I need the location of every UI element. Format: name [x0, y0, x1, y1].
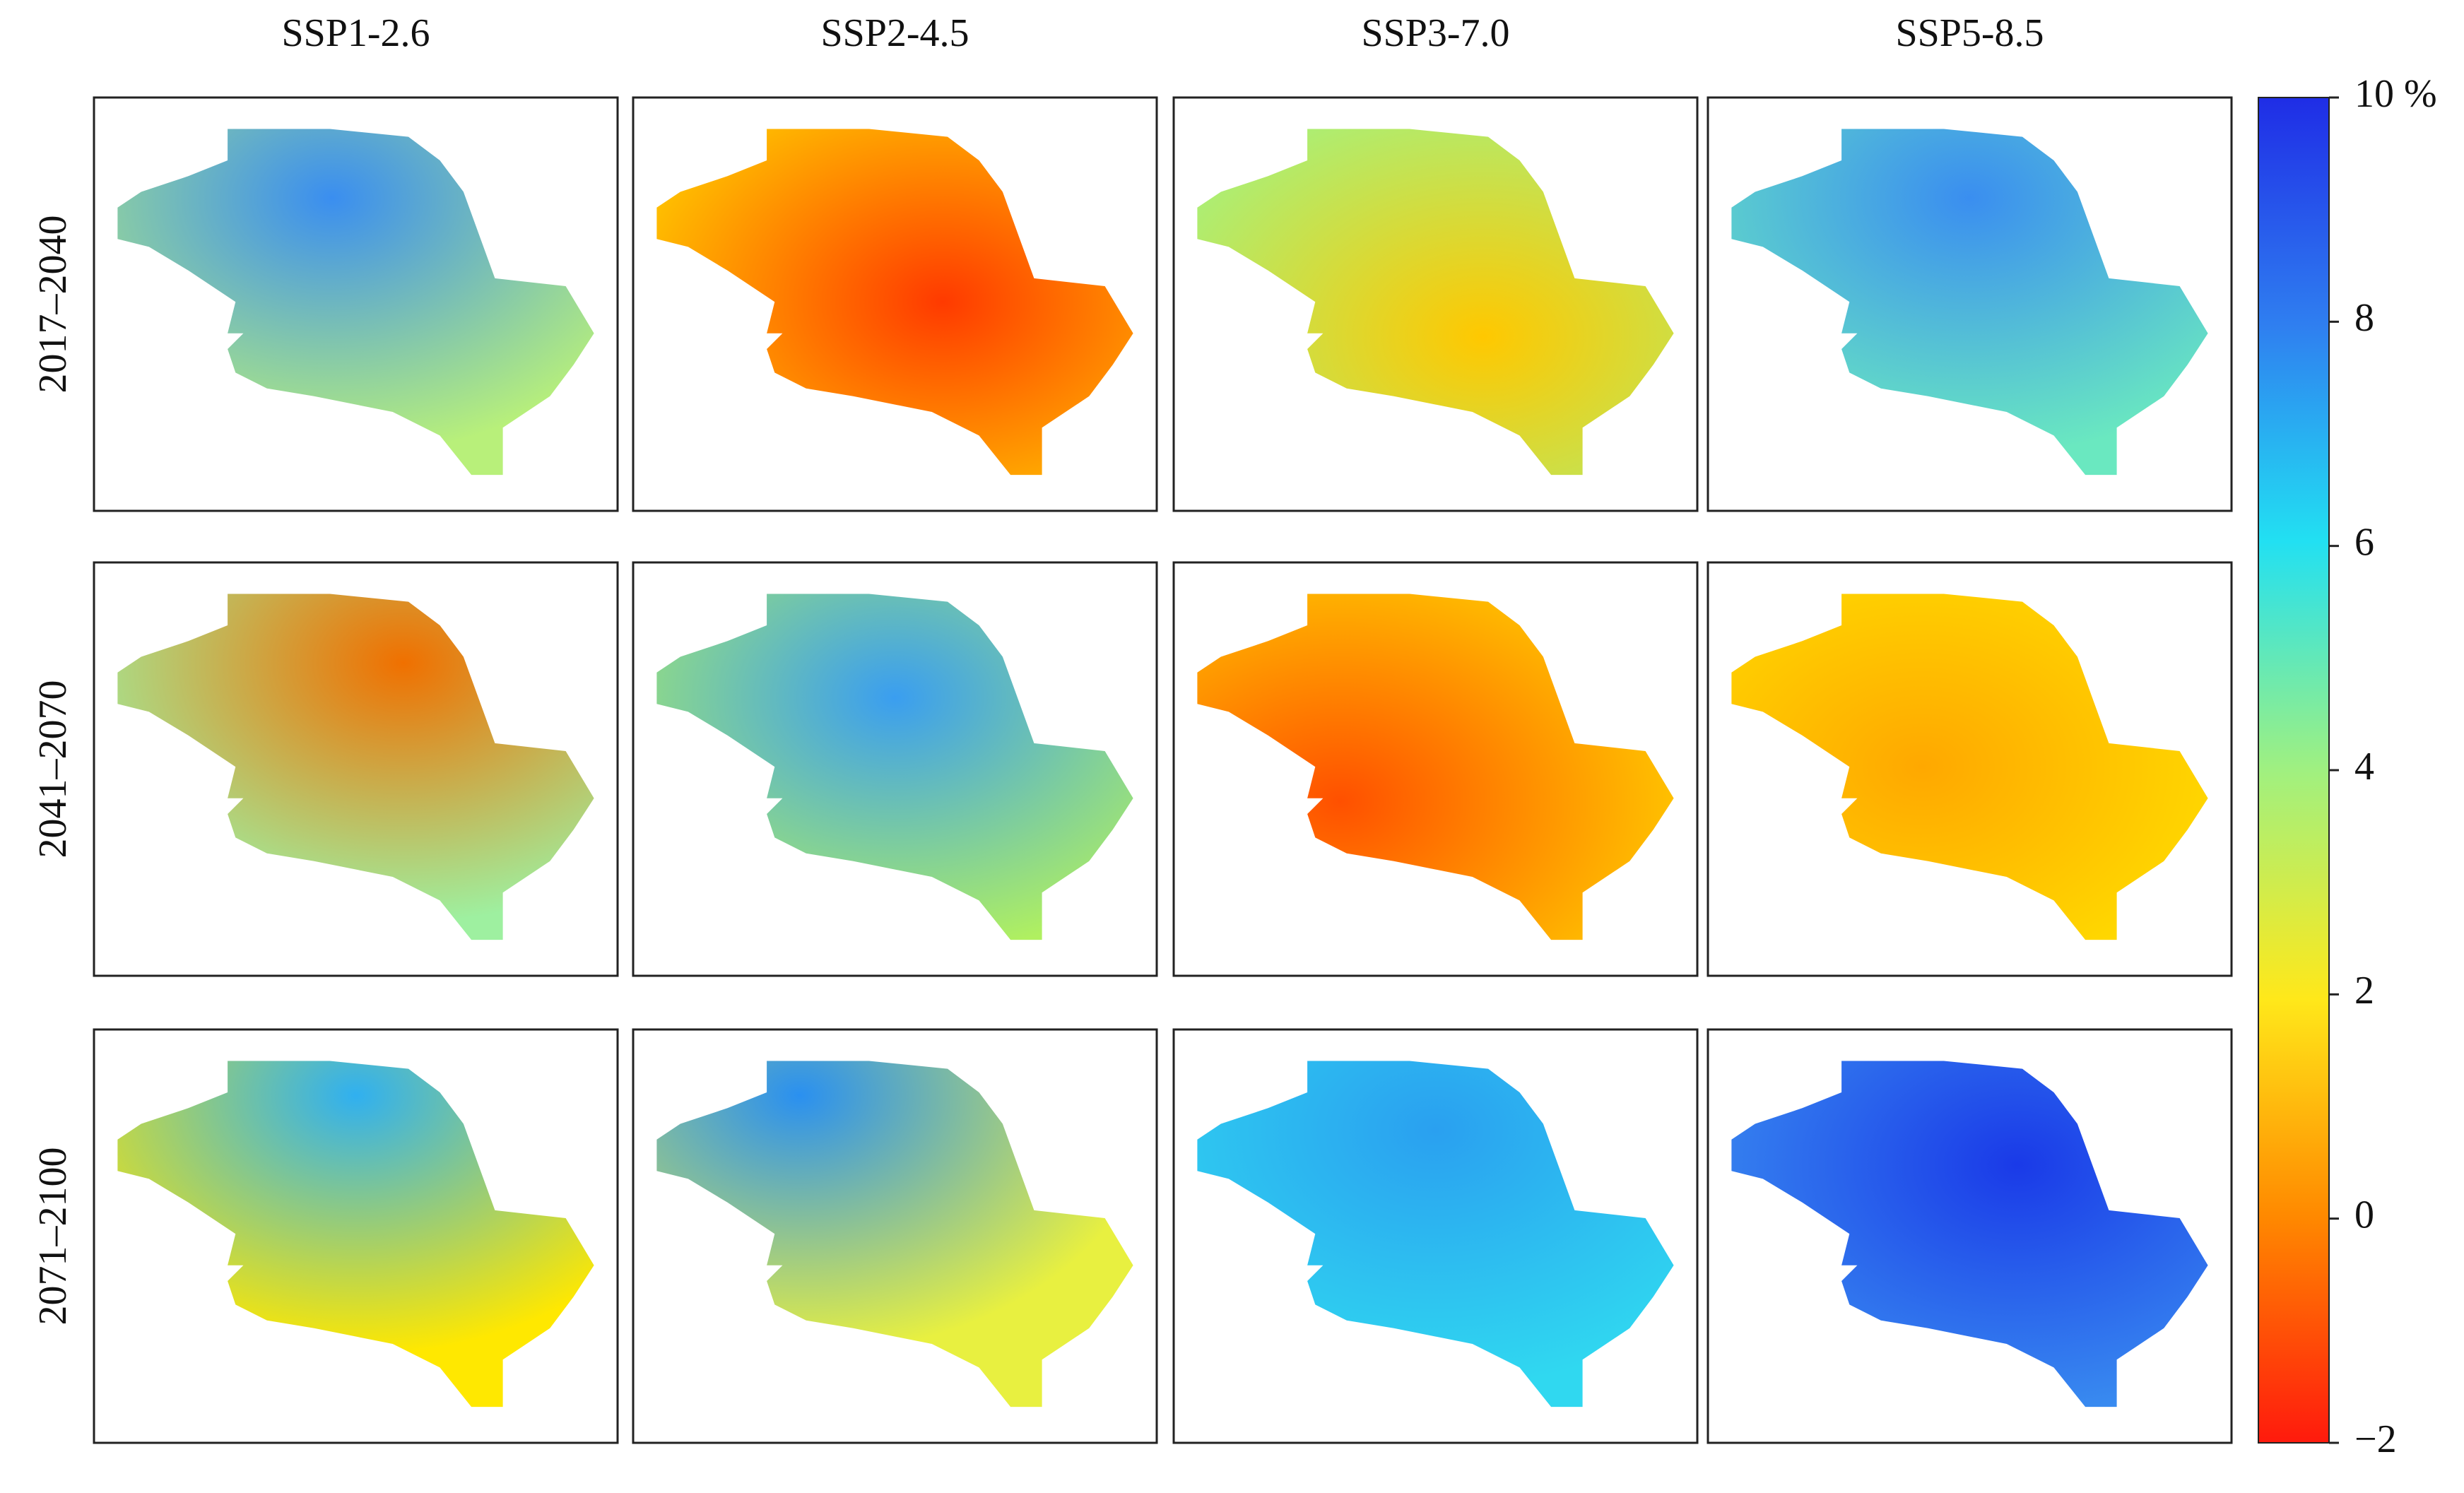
colorbar-tick-label: −2 — [2354, 1417, 2397, 1461]
column-title: SSP2-4.5 — [820, 11, 969, 55]
row-label: 2041–2070 — [31, 680, 75, 858]
colorbar-tick-label: 0 — [2354, 1193, 2374, 1237]
colorbar-tick-label: 2 — [2354, 969, 2374, 1013]
map-region — [1197, 594, 1674, 940]
map-region — [1731, 1061, 2208, 1408]
row-label: 2071–2100 — [31, 1147, 75, 1326]
map-region — [117, 1061, 594, 1408]
map-region — [1731, 594, 2208, 940]
map-region — [1197, 129, 1674, 476]
colorbar-tick-label: 6 — [2354, 521, 2374, 565]
colorbar-tick-label: 10 % — [2354, 72, 2437, 116]
map-region — [117, 594, 594, 940]
map-region — [117, 129, 594, 476]
map-region — [1197, 1061, 1674, 1408]
column-title: SSP1-2.6 — [281, 11, 430, 55]
map-region — [656, 594, 1133, 940]
row-label: 2017–2040 — [31, 216, 75, 394]
map-region — [656, 129, 1133, 476]
map-region — [656, 1061, 1133, 1408]
colorbar — [2258, 97, 2330, 1444]
column-title: SSP3-7.0 — [1361, 11, 1509, 55]
map-region — [1731, 129, 2208, 476]
colorbar-tick-label: 8 — [2354, 296, 2374, 340]
colorbar-tick-label: 4 — [2354, 745, 2374, 789]
column-title: SSP5-8.5 — [1895, 11, 2044, 55]
